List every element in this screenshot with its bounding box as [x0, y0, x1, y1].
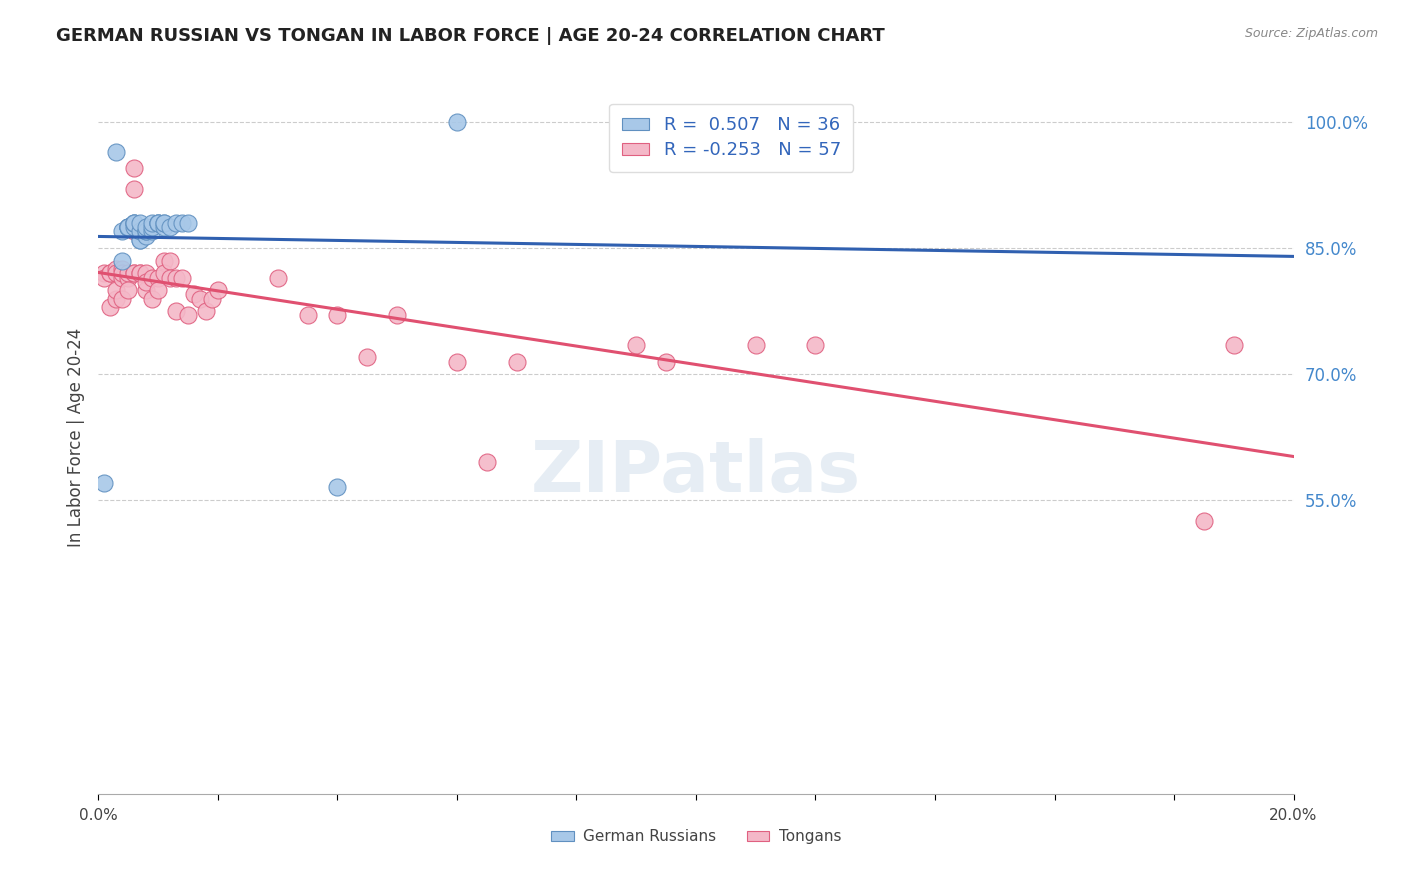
Point [124, 182, 146, 196]
Point [105, 266, 128, 280]
Point [188, 292, 211, 306]
Point [135, 266, 157, 280]
Point [159, 270, 181, 285]
Text: ZIPatlas: ZIPatlas [531, 438, 860, 508]
Point [183, 287, 205, 301]
Point [135, 224, 157, 238]
Point [117, 270, 139, 285]
Point [141, 216, 163, 230]
Point [93, 270, 115, 285]
Point [117, 220, 139, 235]
Point [141, 220, 163, 235]
Point [124, 220, 146, 235]
Point [111, 270, 134, 285]
Point [135, 283, 157, 297]
Text: Source: ZipAtlas.com: Source: ZipAtlas.com [1244, 27, 1378, 40]
Y-axis label: In Labor Force | Age 20-24: In Labor Force | Age 20-24 [66, 327, 84, 547]
Point [1192, 514, 1215, 528]
Point [446, 115, 468, 129]
Point [153, 216, 176, 230]
Point [105, 262, 128, 277]
Point [153, 266, 176, 280]
Point [135, 224, 157, 238]
Point [195, 304, 218, 318]
Point [98, 300, 122, 314]
Point [159, 253, 181, 268]
Point [117, 220, 139, 235]
Point [129, 233, 152, 247]
Point [165, 270, 187, 285]
Point [267, 270, 290, 285]
Point [177, 216, 200, 230]
Point [117, 220, 139, 235]
Point [111, 224, 134, 238]
Point [655, 354, 678, 368]
Point [159, 220, 181, 235]
Legend: German Russians, Tongans: German Russians, Tongans [544, 823, 848, 850]
Point [117, 220, 139, 235]
Point [172, 216, 194, 230]
Point [93, 476, 115, 491]
Point [804, 337, 827, 351]
Point [141, 270, 163, 285]
Point [148, 216, 170, 230]
Point [111, 292, 134, 306]
Point [177, 309, 200, 323]
Point [153, 216, 176, 230]
Text: GERMAN RUSSIAN VS TONGAN IN LABOR FORCE | AGE 20-24 CORRELATION CHART: GERMAN RUSSIAN VS TONGAN IN LABOR FORCE … [56, 27, 884, 45]
Point [117, 266, 139, 280]
Point [124, 216, 146, 230]
Point [124, 216, 146, 230]
Point [745, 337, 768, 351]
Point [207, 283, 229, 297]
Point [356, 351, 378, 365]
Point [124, 266, 146, 280]
Point [129, 266, 152, 280]
Point [98, 266, 122, 280]
Point [124, 216, 146, 230]
Point [141, 224, 163, 238]
Point [111, 262, 134, 277]
Point [148, 283, 170, 297]
Point [165, 304, 187, 318]
Point [105, 145, 128, 159]
Point [475, 455, 498, 469]
Point [124, 161, 146, 176]
Point [129, 266, 152, 280]
Point [148, 270, 170, 285]
Point [129, 233, 152, 247]
Point [111, 266, 134, 280]
Point [135, 275, 157, 289]
Point [93, 266, 115, 280]
Point [172, 270, 194, 285]
Point [98, 266, 122, 280]
Point [117, 220, 139, 235]
Point [326, 480, 349, 494]
Point [141, 292, 163, 306]
Point [506, 354, 529, 368]
Point [111, 253, 134, 268]
Point [385, 309, 409, 323]
Point [201, 292, 224, 306]
Point [326, 309, 349, 323]
Point [626, 337, 648, 351]
Point [135, 220, 157, 235]
Point [148, 216, 170, 230]
Point [124, 224, 146, 238]
Point [165, 216, 187, 230]
Point [148, 216, 170, 230]
Point [135, 228, 157, 243]
Point [297, 309, 319, 323]
Point [105, 283, 128, 297]
Point [105, 292, 128, 306]
Point [1223, 337, 1246, 351]
Point [129, 224, 152, 238]
Point [124, 266, 146, 280]
Point [117, 283, 139, 297]
Point [153, 220, 176, 235]
Point [153, 253, 176, 268]
Point [446, 354, 468, 368]
Point [129, 216, 152, 230]
